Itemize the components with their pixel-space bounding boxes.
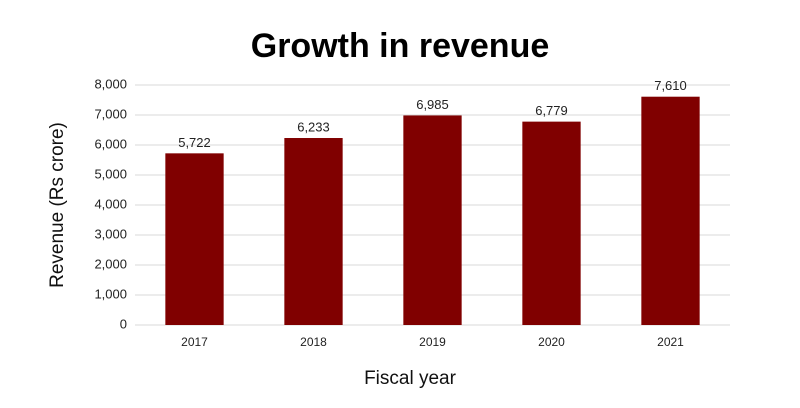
x-tick-label: 2021	[657, 335, 684, 349]
bar	[284, 138, 343, 325]
y-tick-label: 0	[120, 316, 127, 331]
y-axis-label: Revenue (Rs crore)	[47, 122, 68, 288]
data-label: 6,779	[535, 103, 568, 118]
data-label: 7,610	[654, 78, 687, 93]
y-tick-label: 1,000	[94, 286, 127, 301]
bar	[403, 115, 462, 325]
x-tick-label: 2017	[181, 335, 208, 349]
data-label: 5,722	[178, 135, 211, 150]
y-tick-label: 3,000	[94, 226, 127, 241]
y-tick-label: 7,000	[94, 106, 127, 121]
bar	[165, 153, 224, 325]
y-tick-label: 6,000	[94, 136, 127, 151]
bar	[522, 121, 581, 325]
y-tick-label: 2,000	[94, 256, 127, 271]
chart-title: Growth in revenue	[251, 27, 550, 65]
data-label: 6,233	[297, 119, 330, 134]
y-tick-label: 5,000	[94, 166, 127, 181]
bar	[641, 96, 700, 325]
y-tick-label: 8,000	[94, 76, 127, 91]
x-tick-label: 2020	[538, 335, 565, 349]
x-tick-label: 2018	[300, 335, 327, 349]
y-tick-label: 4,000	[94, 196, 127, 211]
x-tick-label: 2019	[419, 335, 446, 349]
x-axis-label: Fiscal year	[364, 368, 457, 389]
data-label: 6,985	[416, 97, 449, 112]
